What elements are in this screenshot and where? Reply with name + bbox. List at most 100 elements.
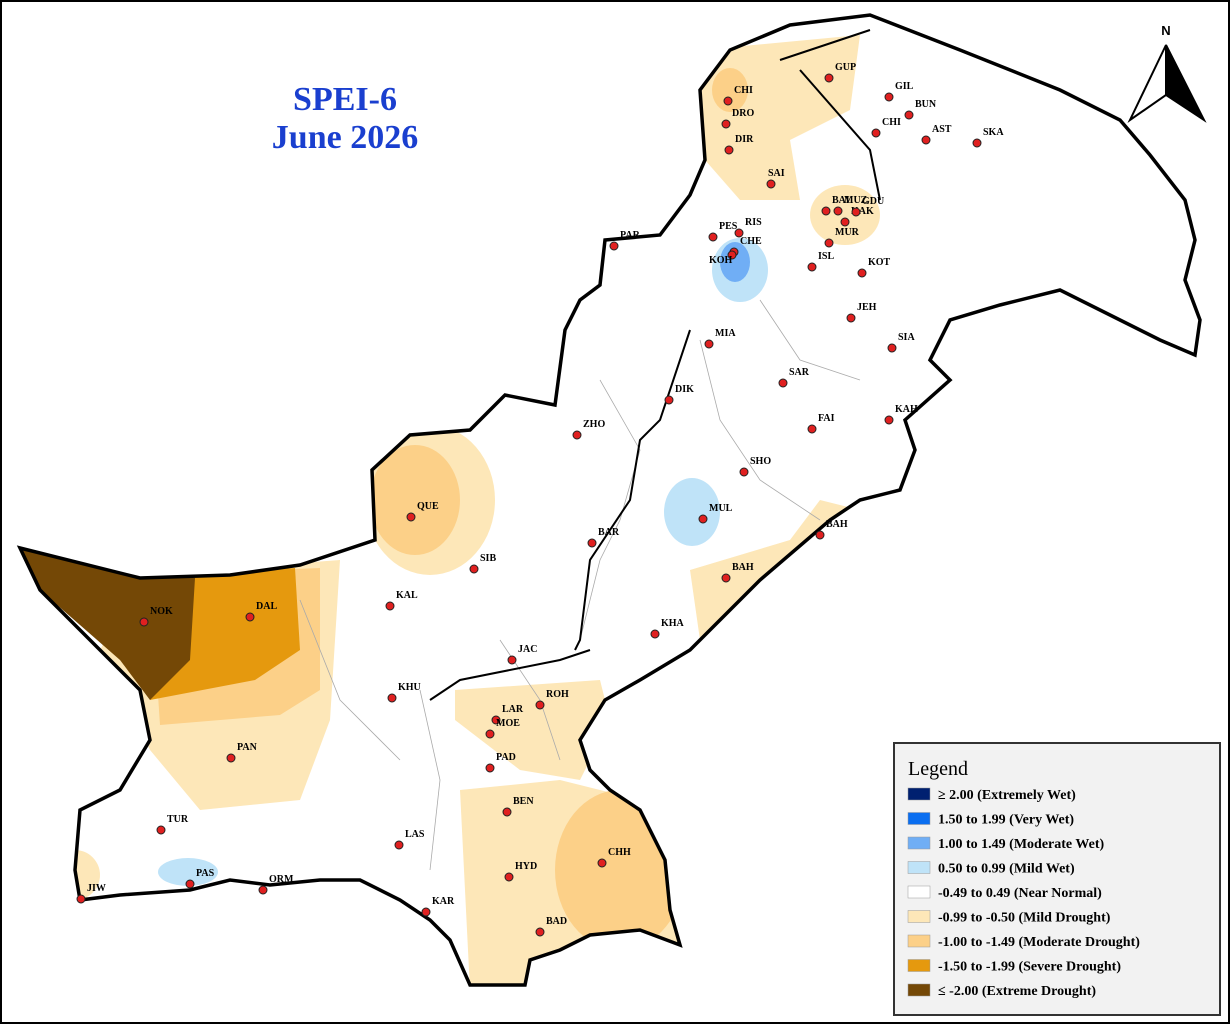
station-label: PAN <box>237 742 258 753</box>
station-label: JAC <box>518 644 537 655</box>
station-dot <box>887 343 897 353</box>
station-dot <box>833 206 843 216</box>
station-dot <box>904 110 914 120</box>
legend-label: -0.99 to -0.50 (Mild Drought) <box>938 911 1111 926</box>
station-dot <box>840 217 850 227</box>
title: June 2026 <box>272 119 418 156</box>
station-dot <box>502 807 512 817</box>
station-dot <box>597 858 607 868</box>
station-dot <box>507 655 517 665</box>
legend-label: ≤ -2.00 (Extreme Drought) <box>938 984 1096 999</box>
legend-swatch <box>907 836 931 850</box>
station-label: KOT <box>868 257 891 268</box>
station-dot <box>807 424 817 434</box>
station-dot <box>884 415 894 425</box>
station-label: MUL <box>709 503 733 514</box>
legend-label: -0.49 to 0.49 (Near Normal) <box>938 886 1102 901</box>
station-dot <box>664 395 674 405</box>
station-dot <box>258 885 268 895</box>
district-lines <box>299 299 861 871</box>
station-label: DIK <box>675 384 694 395</box>
station-label: JIW <box>87 883 106 894</box>
station-label: CHH <box>608 847 631 858</box>
legend-swatch <box>907 910 931 923</box>
station-dot <box>535 927 545 937</box>
station-label: KHU <box>398 682 421 693</box>
north-arrow: N <box>1127 23 1207 123</box>
spei-fill <box>20 35 880 985</box>
station-dot <box>884 92 894 102</box>
station-dot <box>807 262 817 272</box>
station-dot <box>721 119 731 129</box>
station-dot <box>185 879 195 889</box>
station-dot <box>469 564 479 574</box>
station-label: TUR <box>167 814 189 825</box>
station-dot <box>724 145 734 155</box>
legend-title: Legend <box>908 758 968 780</box>
station-dot <box>385 601 395 611</box>
station-dot <box>851 207 861 217</box>
legend-swatch <box>907 787 931 801</box>
station-label: ZHO <box>583 419 605 430</box>
station-label: BAL <box>832 195 853 206</box>
station-label: BUN <box>915 99 937 110</box>
station-label: DAL <box>256 601 277 612</box>
station-label: BAR <box>598 527 620 538</box>
station-dot <box>226 753 236 763</box>
station-label: AST <box>932 124 952 135</box>
station-label: MUZ <box>844 195 868 206</box>
station-dot <box>406 512 416 522</box>
station-label: BAH <box>732 562 754 573</box>
station-label: KAL <box>396 590 418 601</box>
legend-label: 1.50 to 1.99 (Very Wet) <box>938 813 1074 828</box>
legend-swatch <box>907 885 931 899</box>
station-label: SAI <box>768 168 785 179</box>
station-dot <box>572 430 582 440</box>
station-label: SIA <box>898 332 915 343</box>
station-dot <box>535 700 545 710</box>
station-dot <box>734 228 744 238</box>
station-label: DIR <box>735 134 754 145</box>
station-dot <box>739 467 749 477</box>
station-label: CHI <box>734 85 753 96</box>
station-dot <box>491 715 501 725</box>
legend-swatch <box>907 983 931 997</box>
station-label: FAI <box>818 413 835 424</box>
station-dot <box>727 250 737 260</box>
legend-label: 0.50 to 0.99 (Mild Wet) <box>938 862 1075 877</box>
station-label: LAS <box>405 829 425 840</box>
legend-label: ≥ 2.00 (Extremely Wet) <box>938 788 1076 803</box>
station-label: DRO <box>732 108 754 119</box>
station-dot <box>815 530 825 540</box>
station-label: ROH <box>546 689 569 700</box>
station-label: CHI <box>882 117 901 128</box>
station-dot <box>766 179 776 189</box>
station-dot <box>857 268 867 278</box>
station-label: BAH <box>826 519 848 530</box>
station-label: SKA <box>983 127 1004 138</box>
station-dot <box>485 729 495 739</box>
station-label: SIB <box>480 553 496 564</box>
station-label: KAK <box>851 206 874 217</box>
legend-swatch <box>907 934 931 948</box>
title: SPEI-6 <box>293 81 397 118</box>
station-dot <box>245 612 255 622</box>
station-dot <box>650 629 660 639</box>
station-dot <box>504 872 514 882</box>
station-dot <box>708 232 718 242</box>
station-label: KOH <box>709 255 733 266</box>
station-label: ORM <box>269 874 294 885</box>
legend-label: 1.00 to 1.49 (Moderate Wet) <box>938 837 1104 852</box>
station-dot <box>972 138 982 148</box>
station-dot <box>387 693 397 703</box>
north-label: N <box>1161 23 1170 38</box>
station-label: JEH <box>857 302 877 313</box>
station-label: GDU <box>862 196 884 207</box>
station-label: HYD <box>515 861 537 872</box>
station-label: KAH <box>895 404 918 415</box>
station-label: BEN <box>513 796 534 807</box>
station-label: ISL <box>818 251 834 262</box>
station-label: PES <box>719 221 738 232</box>
